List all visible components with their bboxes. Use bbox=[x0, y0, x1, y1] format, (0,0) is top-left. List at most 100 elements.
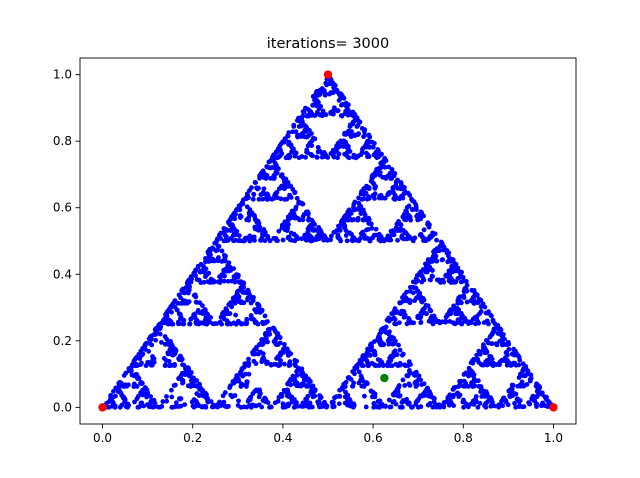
blue-point bbox=[157, 326, 163, 332]
blue-point bbox=[310, 238, 315, 243]
blue-point bbox=[249, 236, 255, 242]
blue-point bbox=[176, 396, 182, 402]
blue-point bbox=[252, 351, 258, 357]
blue-point bbox=[343, 233, 349, 238]
blue-point bbox=[261, 355, 266, 361]
blue-point bbox=[299, 118, 305, 124]
blue-point bbox=[144, 394, 150, 400]
blue-point bbox=[461, 378, 467, 384]
blue-point bbox=[287, 194, 293, 200]
blue-point bbox=[377, 404, 383, 410]
blue-point bbox=[499, 342, 505, 348]
blue-point bbox=[336, 393, 342, 399]
blue-point bbox=[162, 320, 167, 326]
blue-point bbox=[221, 310, 227, 316]
blue-point bbox=[368, 221, 374, 227]
blue-point bbox=[433, 253, 439, 259]
blue-point bbox=[166, 363, 172, 369]
blue-point bbox=[116, 381, 122, 386]
blue-point bbox=[343, 152, 349, 158]
blue-point bbox=[419, 393, 425, 399]
blue-point bbox=[377, 170, 383, 175]
blue-point bbox=[486, 321, 491, 327]
blue-point bbox=[235, 299, 241, 304]
blue-point bbox=[215, 247, 220, 253]
blue-point bbox=[471, 402, 477, 407]
blue-point bbox=[335, 155, 340, 161]
blue-point bbox=[244, 321, 250, 327]
blue-point bbox=[370, 144, 376, 150]
blue-point bbox=[259, 404, 265, 410]
blue-point bbox=[294, 403, 300, 409]
blue-point bbox=[371, 390, 376, 396]
blue-point bbox=[494, 342, 500, 347]
blue-point bbox=[249, 316, 254, 322]
blue-point bbox=[358, 361, 364, 367]
blue-point bbox=[426, 236, 432, 242]
blue-point bbox=[343, 131, 349, 137]
blue-point bbox=[512, 360, 518, 366]
blue-point bbox=[466, 373, 471, 379]
blue-point bbox=[512, 348, 518, 354]
blue-point bbox=[179, 321, 185, 327]
blue-point bbox=[215, 404, 221, 410]
blue-point bbox=[470, 379, 476, 385]
blue-point bbox=[421, 237, 427, 243]
blue-point bbox=[375, 357, 381, 362]
x-tick-label: 0.4 bbox=[273, 431, 292, 445]
blue-point bbox=[214, 236, 220, 242]
blue-point bbox=[273, 155, 279, 161]
blue-point bbox=[169, 387, 174, 393]
blue-point bbox=[274, 334, 280, 340]
blue-point bbox=[450, 267, 455, 272]
blue-point bbox=[201, 279, 207, 285]
blue-point bbox=[200, 311, 206, 316]
blue-point bbox=[229, 304, 235, 310]
blue-point bbox=[277, 148, 283, 154]
blue-point bbox=[371, 401, 377, 406]
blue-point bbox=[321, 154, 326, 160]
blue-point bbox=[330, 90, 336, 95]
blue-point bbox=[396, 196, 402, 202]
blue-point bbox=[303, 154, 308, 160]
blue-point bbox=[258, 349, 263, 355]
blue-point bbox=[170, 404, 176, 410]
blue-point bbox=[255, 186, 260, 192]
blue-point bbox=[427, 265, 433, 271]
blue-point bbox=[247, 188, 252, 193]
blue-point bbox=[246, 356, 251, 362]
blue-point bbox=[407, 370, 413, 375]
blue-point bbox=[343, 228, 349, 233]
blue-point bbox=[545, 398, 551, 404]
blue-point bbox=[443, 399, 449, 405]
blue-point bbox=[205, 395, 210, 401]
blue-point bbox=[509, 382, 515, 388]
blue-point bbox=[458, 383, 464, 388]
blue-point bbox=[208, 315, 214, 320]
blue-point bbox=[343, 108, 349, 114]
blue-point bbox=[386, 315, 392, 321]
blue-point bbox=[269, 196, 274, 202]
blue-point bbox=[338, 96, 343, 101]
blue-point bbox=[478, 309, 484, 314]
blue-point bbox=[322, 92, 328, 98]
blue-point bbox=[239, 367, 245, 373]
blue-point bbox=[150, 358, 156, 363]
blue-point bbox=[247, 395, 253, 401]
blue-point bbox=[406, 203, 412, 209]
blue-point bbox=[387, 190, 393, 195]
blue-point bbox=[179, 371, 185, 376]
blue-point bbox=[187, 321, 193, 327]
blue-point bbox=[306, 382, 311, 388]
blue-point bbox=[542, 403, 548, 409]
blue-point bbox=[246, 210, 252, 216]
blue-point bbox=[217, 274, 222, 280]
blue-point bbox=[415, 313, 421, 319]
blue-point bbox=[224, 404, 229, 410]
blue-point bbox=[419, 382, 425, 387]
blue-point bbox=[419, 299, 425, 305]
blue-point bbox=[486, 396, 492, 402]
blue-point bbox=[406, 234, 412, 240]
blue-point bbox=[458, 378, 464, 384]
blue-point bbox=[264, 359, 270, 365]
